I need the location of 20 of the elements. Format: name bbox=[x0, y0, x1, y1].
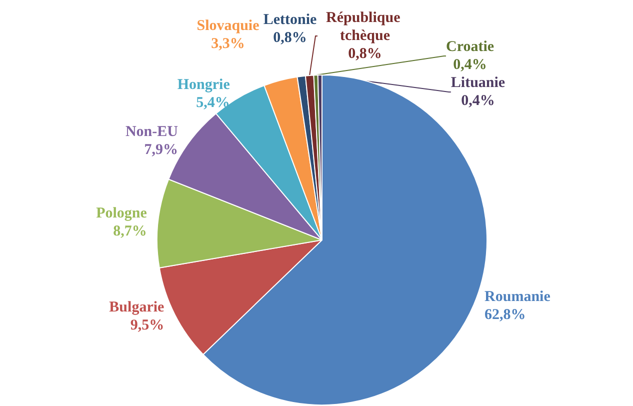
data-label: 8,7% bbox=[113, 224, 147, 240]
data-label: 3,3% bbox=[211, 36, 245, 52]
data-label: 5,4% bbox=[196, 94, 230, 111]
slice-label: Non-EU bbox=[125, 124, 178, 140]
slice-label: République tchèque bbox=[326, 10, 404, 44]
data-label: 0,4% bbox=[461, 93, 495, 109]
slice-label: Slovaquie bbox=[196, 18, 260, 34]
slice-label: Pologne bbox=[96, 206, 148, 222]
data-label: 7,9% bbox=[144, 142, 178, 158]
data-label: 0,8% bbox=[348, 46, 382, 62]
slice-label: Croatie bbox=[446, 39, 494, 55]
slice-label: Lettonie bbox=[263, 12, 317, 28]
data-label: 62,8% bbox=[484, 307, 526, 324]
slice-label: Hongrie bbox=[177, 76, 230, 93]
data-label: 0,4% bbox=[453, 57, 487, 73]
slice-label: Roumanie bbox=[484, 289, 551, 306]
slice-label: Lituanie bbox=[450, 75, 506, 91]
data-label: 9,5% bbox=[130, 317, 164, 334]
slice-label: Bulgarie bbox=[109, 299, 165, 316]
data-label: 0,8% bbox=[273, 30, 307, 46]
